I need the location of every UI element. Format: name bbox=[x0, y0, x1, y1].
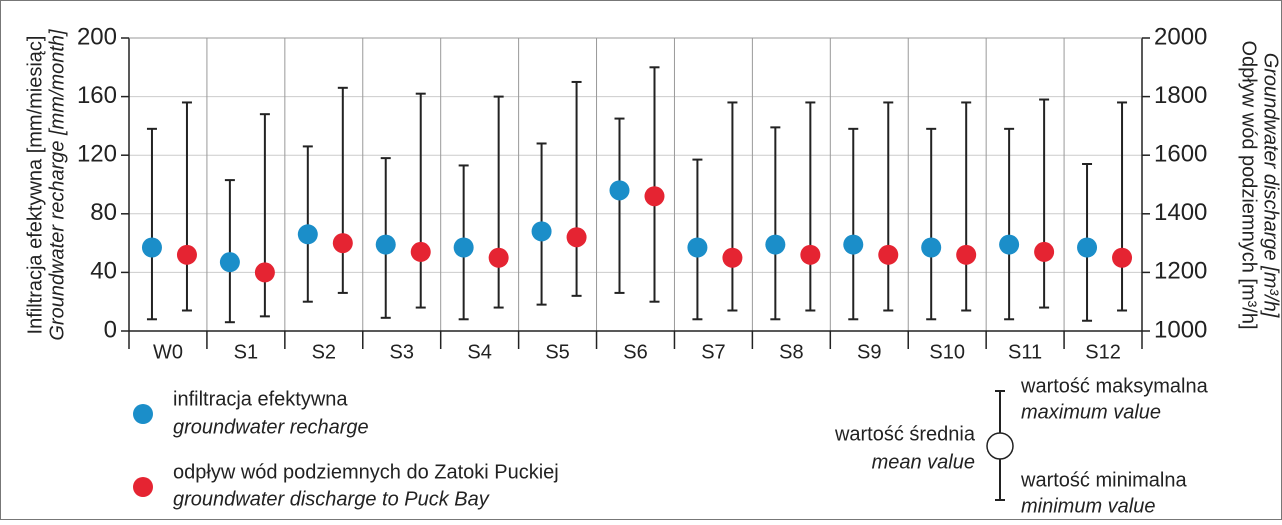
y2-tick-label: 1200 bbox=[1154, 258, 1207, 285]
y2-tick-label: 1000 bbox=[1154, 316, 1207, 343]
y2-label-en: Groundwater discharge [m³/h] bbox=[1260, 53, 1282, 318]
y2-label: Odpływ wód podziemnych [m³/h] bbox=[1238, 40, 1260, 329]
legend-label: groundwater discharge to Puck Bay bbox=[173, 488, 490, 510]
x-tick-label: S9 bbox=[857, 341, 881, 363]
mean-dot bbox=[176, 244, 197, 265]
y-tick-label: 160 bbox=[77, 82, 117, 109]
y-label-en: Groundwater recharge [mm/month] bbox=[46, 29, 68, 341]
y-label: Infiltracja efektywna [mm/miesiąc] bbox=[24, 36, 46, 335]
mean-dot bbox=[722, 247, 743, 268]
mean-dot bbox=[254, 262, 275, 283]
mean-dot bbox=[219, 252, 240, 273]
mean-dot bbox=[141, 237, 162, 258]
key-label: maximum value bbox=[1021, 401, 1161, 423]
x-tick-label: S6 bbox=[623, 341, 647, 363]
mean-dot bbox=[297, 224, 318, 245]
mean-dot bbox=[375, 234, 396, 255]
x-tick-label: S7 bbox=[701, 341, 725, 363]
key-label: wartość maksymalna bbox=[1020, 375, 1209, 397]
legend-label: infiltracja efektywna bbox=[173, 388, 348, 410]
mean-dot bbox=[999, 234, 1020, 255]
mean-dot bbox=[1112, 247, 1133, 268]
y2-tick-label: 1800 bbox=[1154, 82, 1207, 109]
mean-dot bbox=[1034, 241, 1055, 262]
mean-dot bbox=[800, 244, 821, 265]
mean-dot bbox=[1077, 237, 1098, 258]
mean-dot bbox=[687, 237, 708, 258]
mean-dot bbox=[488, 247, 509, 268]
mean-dot bbox=[765, 234, 786, 255]
y2-tick-label: 1600 bbox=[1154, 141, 1207, 168]
legend-label: groundwater recharge bbox=[173, 416, 369, 438]
key-label: mean value bbox=[872, 451, 975, 473]
x-tick-label: S2 bbox=[312, 341, 336, 363]
y2-tick-label: 2000 bbox=[1154, 23, 1207, 50]
mean-dot bbox=[453, 237, 474, 258]
key-label: minimum value bbox=[1021, 495, 1155, 517]
y2-tick-label: 1400 bbox=[1154, 199, 1207, 226]
key-label: wartość minimalna bbox=[1020, 469, 1187, 491]
mean-dot bbox=[332, 233, 353, 254]
x-tick-label: S5 bbox=[545, 341, 569, 363]
legend-label: odpływ wód podziemnych do Zatoki Puckiej bbox=[173, 461, 559, 483]
x-tick-label: S8 bbox=[779, 341, 803, 363]
legend-swatch bbox=[133, 404, 153, 424]
x-tick-label: S4 bbox=[467, 341, 491, 363]
x-tick-label: S10 bbox=[929, 341, 965, 363]
mean-dot bbox=[609, 180, 630, 201]
x-tick-label: W0 bbox=[153, 341, 183, 363]
mean-dot bbox=[921, 237, 942, 258]
y-tick-label: 0 bbox=[104, 316, 117, 343]
x-tick-label: S1 bbox=[234, 341, 258, 363]
y-tick-label: 80 bbox=[90, 199, 117, 226]
x-tick-label: S11 bbox=[1008, 341, 1042, 363]
mean-dot bbox=[410, 241, 431, 262]
key-mean bbox=[986, 432, 1014, 460]
key-label: wartość średnia bbox=[834, 423, 976, 445]
x-tick-label: S12 bbox=[1085, 341, 1121, 363]
y-tick-label: 40 bbox=[90, 258, 117, 285]
mean-dot bbox=[878, 244, 899, 265]
x-tick-label: S3 bbox=[389, 341, 413, 363]
y-tick-label: 200 bbox=[77, 23, 117, 50]
mean-dot bbox=[644, 186, 665, 207]
mean-dot bbox=[956, 244, 977, 265]
legend-swatch bbox=[133, 477, 153, 497]
mean-dot bbox=[843, 234, 864, 255]
mean-dot bbox=[531, 221, 552, 242]
y-tick-label: 120 bbox=[77, 141, 117, 168]
mean-dot bbox=[566, 227, 587, 248]
